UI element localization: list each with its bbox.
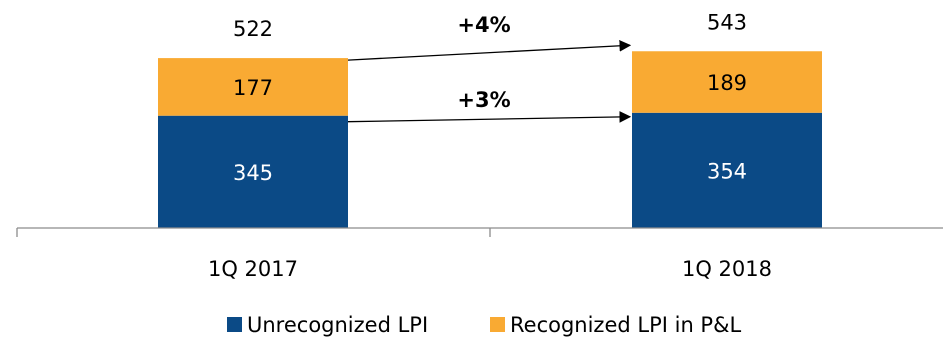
change-label-unrecognized: +3%: [457, 88, 510, 112]
x-tick-label-1: 1Q 2018: [682, 257, 772, 281]
data-label-recognized-1: 189: [707, 71, 747, 95]
bars-layer: 345 177 354 189: [158, 51, 822, 228]
data-label-unrecognized-0: 345: [233, 161, 273, 185]
bar-segment-unrecognized-1: [632, 112, 822, 228]
legend-label-0: Unrecognized LPI: [247, 313, 428, 337]
data-label-unrecognized-1: 354: [707, 159, 747, 183]
change-arrow-total: [347, 39, 632, 61]
bar-segment-recognized-1: [632, 51, 822, 113]
bar-segment-recognized-0: [158, 58, 348, 116]
total-label-1: 543: [707, 10, 747, 34]
annotations-layer: 522 543 +4% +3%: [233, 10, 747, 123]
legend: Unrecognized LPI Recognized LPI in P&L: [227, 313, 741, 337]
total-label-0: 522: [233, 17, 273, 41]
x-tick-label-0: 1Q 2017: [208, 257, 298, 281]
legend-label-1: Recognized LPI in P&L: [510, 313, 741, 337]
bar-segment-unrecognized-0: [158, 115, 348, 228]
legend-swatch-1: [490, 317, 505, 332]
data-label-recognized-0: 177: [233, 76, 273, 100]
x-axis: 1Q 2017 1Q 2018: [16, 227, 943, 281]
change-label-total: +4%: [457, 13, 510, 37]
legend-swatch-0: [227, 317, 242, 332]
change-arrow-unrecognized: [347, 111, 632, 123]
